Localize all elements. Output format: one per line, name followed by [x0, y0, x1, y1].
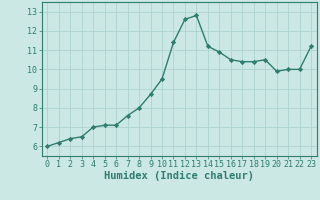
- X-axis label: Humidex (Indice chaleur): Humidex (Indice chaleur): [104, 171, 254, 181]
